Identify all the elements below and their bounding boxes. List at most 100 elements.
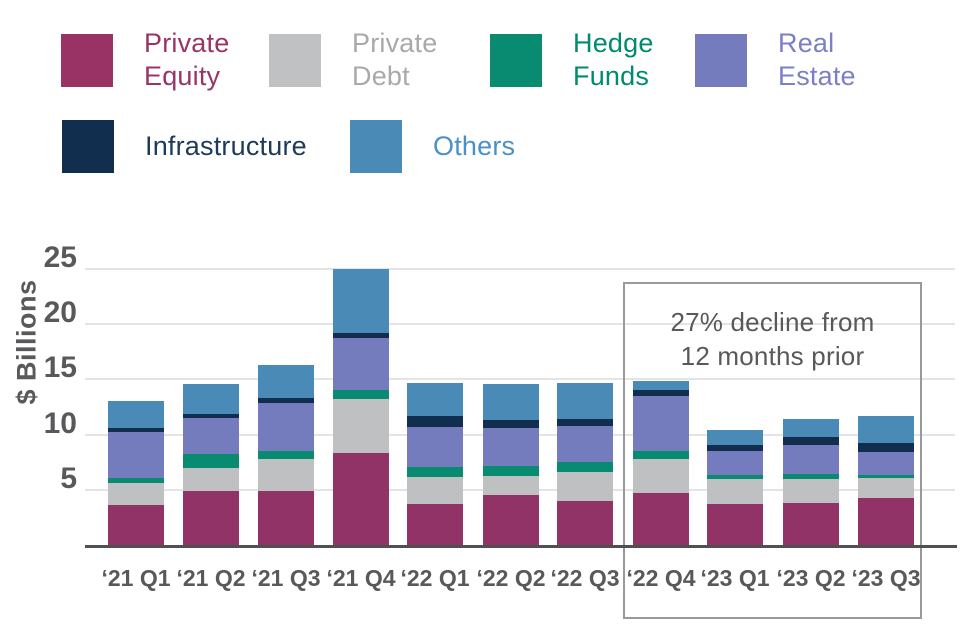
bar-segment-others bbox=[633, 380, 689, 390]
bar-segment-private-equity bbox=[783, 503, 839, 545]
legend-label: Others bbox=[433, 131, 516, 161]
bar-segment-hedge-funds bbox=[858, 474, 914, 479]
bar-segment-hedge-funds bbox=[333, 389, 389, 400]
bar-segment-private-equity bbox=[333, 453, 389, 545]
gridline-20 bbox=[85, 323, 955, 326]
bar-segment-others bbox=[183, 383, 239, 414]
legend-label: Real Estate bbox=[778, 28, 856, 91]
bar-segment-infrastructure bbox=[183, 413, 239, 419]
bar-segment-infrastructure bbox=[407, 416, 463, 427]
bar-segment-private-debt bbox=[858, 478, 914, 498]
bar-segment-others bbox=[333, 269, 389, 334]
bar-group-‘22-q3 bbox=[557, 383, 613, 545]
bar-segment-private-equity bbox=[707, 504, 763, 545]
bar-segment-private-equity bbox=[858, 497, 914, 545]
legend-item-hedge-funds: Hedge Funds bbox=[490, 27, 654, 93]
bar-segment-hedge-funds bbox=[633, 450, 689, 459]
y-tick-label-10: 10 bbox=[43, 406, 77, 440]
legend-swatch-private-debt bbox=[269, 33, 321, 87]
annotation-box bbox=[623, 282, 922, 619]
y-tick-label-15: 15 bbox=[43, 351, 77, 385]
x-tick-label-‘23-q1: ‘23 Q1 bbox=[700, 565, 770, 591]
legend-label: Private Equity bbox=[144, 28, 230, 91]
bar-segment-real-estate bbox=[707, 450, 763, 476]
bar-segment-hedge-funds bbox=[108, 477, 164, 484]
bar-segment-others bbox=[858, 416, 914, 444]
x-tick-label-‘23-q3: ‘23 Q3 bbox=[851, 565, 921, 591]
legend-swatch-infrastructure bbox=[62, 120, 114, 173]
bar-segment-real-estate bbox=[258, 402, 314, 451]
bar-segment-infrastructure bbox=[783, 437, 839, 446]
bar-segment-private-debt bbox=[783, 478, 839, 504]
bar-segment-private-debt bbox=[483, 476, 539, 496]
x-tick-label-‘22-q3: ‘22 Q3 bbox=[550, 565, 620, 591]
bar-segment-real-estate bbox=[557, 425, 613, 462]
bar-segment-hedge-funds bbox=[783, 474, 839, 479]
bar-segment-private-debt bbox=[183, 467, 239, 491]
bar-group-‘21-q3 bbox=[258, 365, 314, 545]
x-axis-line bbox=[85, 545, 957, 548]
bar-segment-others bbox=[557, 383, 613, 419]
bar-segment-infrastructure bbox=[483, 419, 539, 428]
bar-segment-real-estate bbox=[858, 451, 914, 475]
bar-group-‘21-q4 bbox=[333, 269, 389, 545]
legend-swatch-private-equity bbox=[61, 33, 113, 87]
bar-segment-hedge-funds bbox=[557, 461, 613, 473]
bar-segment-private-debt bbox=[557, 472, 613, 501]
legend-swatch-real-estate bbox=[695, 33, 747, 87]
x-tick-label-‘22-q4: ‘22 Q4 bbox=[626, 565, 696, 591]
bar-group-‘23-q1 bbox=[707, 429, 763, 545]
bar-segment-private-equity bbox=[483, 495, 539, 545]
bar-segment-real-estate bbox=[333, 338, 389, 390]
bar-segment-infrastructure bbox=[108, 427, 164, 433]
bar-segment-private-debt bbox=[407, 476, 463, 505]
bar-group-‘21-q1 bbox=[108, 401, 164, 545]
bar-group-‘22-q1 bbox=[407, 383, 463, 545]
bar-segment-real-estate bbox=[108, 432, 164, 478]
y-tick-label-25: 25 bbox=[43, 241, 77, 274]
bar-segment-real-estate bbox=[633, 395, 689, 451]
legend-label: Infrastructure bbox=[145, 131, 307, 161]
x-tick-label-‘21-q1: ‘21 Q1 bbox=[101, 565, 171, 591]
gridline-25 bbox=[85, 268, 955, 270]
x-tick-label-‘21-q3: ‘21 Q3 bbox=[251, 565, 321, 591]
annotation-text: 27% decline from 12 months prior bbox=[670, 307, 875, 371]
legend-item-private-debt: Private Debt bbox=[269, 27, 437, 93]
bar-segment-others bbox=[483, 383, 539, 420]
bar-segment-private-equity bbox=[183, 490, 239, 545]
legend-item-private-equity: Private Equity bbox=[61, 27, 229, 93]
bar-segment-hedge-funds bbox=[483, 465, 539, 476]
bar-segment-hedge-funds bbox=[707, 475, 763, 480]
bar-segment-infrastructure bbox=[858, 443, 914, 452]
legend-item-real-estate: Real Estate bbox=[695, 27, 856, 93]
legend-label: Hedge Funds bbox=[573, 28, 654, 91]
gridline-15 bbox=[85, 378, 955, 381]
x-tick-label-‘21-q4: ‘21 Q4 bbox=[326, 565, 396, 591]
bar-segment-private-debt bbox=[633, 458, 689, 493]
legend-item-infrastructure: Infrastructure bbox=[62, 120, 307, 173]
x-tick-label-‘23-q2: ‘23 Q2 bbox=[776, 565, 846, 591]
legend-item-others: Others bbox=[350, 120, 515, 173]
bar-segment-hedge-funds bbox=[258, 450, 314, 459]
bar-segment-private-equity bbox=[108, 505, 164, 545]
bar-segment-private-debt bbox=[258, 458, 314, 491]
bar-segment-hedge-funds bbox=[407, 466, 463, 477]
bar-segment-real-estate bbox=[483, 427, 539, 466]
bar-group-‘22-q4 bbox=[633, 380, 689, 545]
bar-segment-private-debt bbox=[333, 399, 389, 454]
bar-segment-real-estate bbox=[407, 426, 463, 467]
bar-segment-private-equity bbox=[557, 500, 613, 545]
bar-segment-private-equity bbox=[407, 504, 463, 545]
bar-segment-real-estate bbox=[783, 445, 839, 475]
bar-segment-infrastructure bbox=[633, 389, 689, 396]
bar-segment-hedge-funds bbox=[183, 454, 239, 468]
bar-group-‘23-q2 bbox=[783, 419, 839, 545]
bar-segment-others bbox=[783, 419, 839, 438]
bar-segment-real-estate bbox=[183, 418, 239, 455]
x-tick-label-‘22-q1: ‘22 Q1 bbox=[400, 565, 470, 591]
y-tick-label-20: 20 bbox=[43, 296, 77, 330]
legend-swatch-hedge-funds bbox=[490, 33, 542, 87]
bar-group-‘22-q2 bbox=[483, 383, 539, 545]
bar-segment-infrastructure bbox=[707, 444, 763, 451]
y-tick-label-5: 5 bbox=[60, 461, 77, 495]
